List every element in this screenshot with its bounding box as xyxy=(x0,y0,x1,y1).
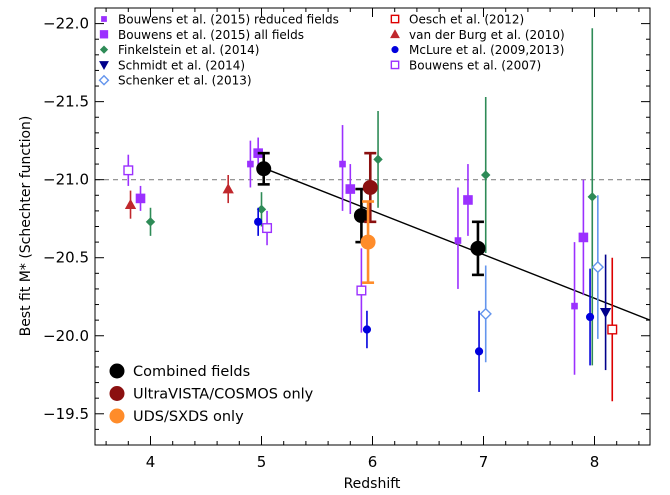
legend-label: Bouwens et al. (2015) reduced fields xyxy=(118,13,339,27)
y-tick-label: −21.5 xyxy=(43,93,89,111)
y-tick-label: −19.5 xyxy=(43,405,89,423)
legend-marker xyxy=(98,74,110,86)
plot-area xyxy=(95,28,651,402)
legend-label: Schmidt et al. (2014) xyxy=(118,58,245,72)
data-point xyxy=(373,154,383,165)
x-tick-label: 4 xyxy=(146,453,156,471)
y-axis-label: Best fit M* (Schechter function) xyxy=(18,116,34,337)
data-point xyxy=(607,324,618,335)
data-point xyxy=(474,347,484,356)
series-9 xyxy=(256,151,486,277)
data-point xyxy=(454,237,462,244)
legend-marker xyxy=(390,29,400,39)
x-axis: 4 5 6 7 8 xyxy=(105,8,640,471)
legend-label: Finkelstein et al. (2014) xyxy=(118,43,259,57)
legend-marker xyxy=(390,60,400,70)
data-point xyxy=(481,170,491,180)
legend-label: Combined fields xyxy=(133,364,250,380)
y-tick-label: −22.0 xyxy=(43,15,89,33)
data-point xyxy=(578,232,589,243)
legend-entry: Combined fields xyxy=(109,363,250,380)
legend-entry: McLure et al. (2009,2013) xyxy=(391,43,564,57)
legend-label: UDS/SXDS only xyxy=(133,409,244,425)
legend-marker xyxy=(99,61,109,71)
data-point xyxy=(470,240,486,256)
legend-marker xyxy=(99,30,109,39)
legend-label: Oesch et al. (2012) xyxy=(409,13,524,27)
legend-bottom: Combined fields UltraVISTA/COSMOS only UDS… xyxy=(109,363,314,425)
data-point xyxy=(362,325,372,334)
series-6 xyxy=(124,174,234,219)
legend-marker xyxy=(391,46,399,54)
data-point xyxy=(124,198,137,209)
data-point xyxy=(135,193,146,204)
legend-label: McLure et al. (2009,2013) xyxy=(409,43,564,57)
data-point xyxy=(254,217,263,226)
y-tick-label: −20.0 xyxy=(43,327,89,345)
series-7 xyxy=(254,207,595,392)
x-tick-label: 8 xyxy=(590,453,600,471)
legend-entry: Bouwens et al. (2015) reduced fields xyxy=(101,13,339,27)
data-point xyxy=(463,195,473,205)
data-point xyxy=(339,160,346,168)
y-axis: −22.0 −21.5 −21.0 −20.5 −20.0 −19.5 xyxy=(43,7,650,446)
legend-marker xyxy=(101,16,107,22)
legend-marker xyxy=(109,386,125,401)
data-point xyxy=(247,160,254,168)
data-point xyxy=(587,192,597,202)
legend-top: Bouwens et al. (2015) reduced fieldsBouw… xyxy=(98,13,565,88)
data-point xyxy=(479,307,492,321)
data-point xyxy=(591,260,605,274)
legend-entry: UltraVISTA/COSMOS only xyxy=(109,386,314,403)
data-point xyxy=(345,184,356,194)
y-tick-label: −21.0 xyxy=(43,171,89,189)
data-point xyxy=(256,161,272,177)
data-point xyxy=(353,208,369,224)
legend-label: Bouwens et al. (2007) xyxy=(409,58,541,72)
legend-entry: Schmidt et al. (2014) xyxy=(99,58,245,72)
data-point xyxy=(123,165,134,176)
legend-marker xyxy=(109,408,125,424)
data-point xyxy=(145,217,156,227)
series-8 xyxy=(123,154,367,333)
data-point xyxy=(356,285,367,296)
data-point xyxy=(585,312,595,322)
x-tick-label: 5 xyxy=(257,453,267,471)
x-tick-label: 7 xyxy=(479,453,489,471)
legend-entry: Schenker et al. (2013) xyxy=(98,74,252,88)
series-0 xyxy=(247,125,578,375)
legend-marker xyxy=(99,45,109,54)
x-tick-label: 6 xyxy=(368,453,378,471)
data-point xyxy=(571,302,578,310)
legend-entry: van der Burg et al. (2010) xyxy=(390,28,565,42)
data-point xyxy=(222,183,234,194)
legend-label: Schenker et al. (2013) xyxy=(118,74,252,88)
data-point xyxy=(360,234,376,250)
legend-entry: Bouwens et al. (2007) xyxy=(390,58,541,72)
legend-marker xyxy=(109,363,125,379)
series-4 xyxy=(479,195,605,363)
series-10 xyxy=(362,151,378,224)
data-point xyxy=(362,179,378,195)
legend-entry: Finkelstein et al. (2014) xyxy=(99,43,259,57)
legend-entry: UDS/SXDS only xyxy=(109,408,244,425)
series-5 xyxy=(607,257,618,402)
legend-marker xyxy=(390,14,400,24)
x-axis-label: Redshift xyxy=(344,476,401,492)
series-11 xyxy=(360,200,376,284)
legend-label: UltraVISTA/COSMOS only xyxy=(133,387,314,403)
legend-label: Bouwens et al. (2015) all fields xyxy=(118,28,304,42)
legend-label: van der Burg et al. (2010) xyxy=(409,28,565,42)
legend-entry: Oesch et al. (2012) xyxy=(390,13,524,27)
legend-entry: Bouwens et al. (2015) all fields xyxy=(99,28,304,42)
data-point xyxy=(262,223,273,234)
y-tick-label: −20.5 xyxy=(43,249,89,267)
data-point xyxy=(599,307,612,319)
series-3 xyxy=(599,254,612,371)
